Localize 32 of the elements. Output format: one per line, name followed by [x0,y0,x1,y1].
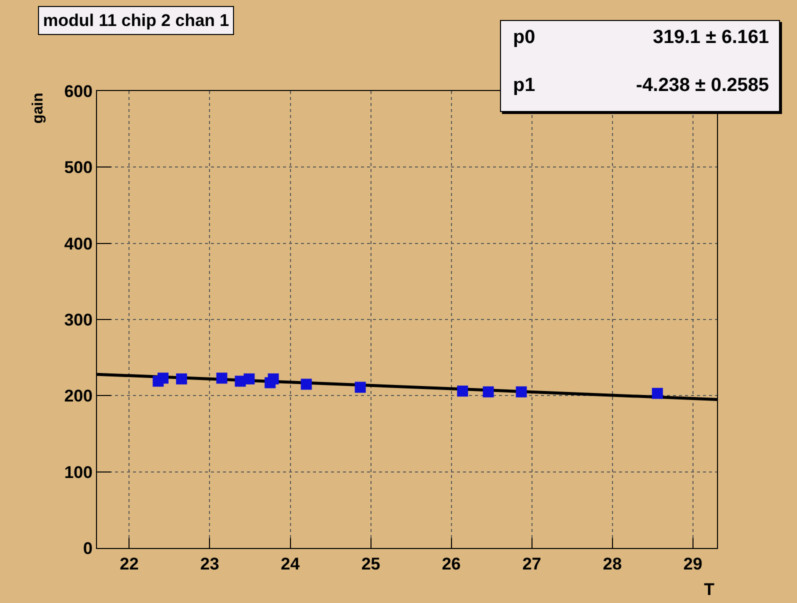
point [158,372,169,384]
point [354,382,366,393]
x-tick-label: 28 [602,554,622,574]
x-tick-label: 26 [442,554,461,574]
x-tick-label: 25 [361,554,380,574]
y-tick-label: 600 [64,82,93,101]
x-tick-label: 27 [522,554,542,574]
stats-box: p0 319.1 ± 6.161 p1 -4.238 ± 0.2585 [500,20,780,112]
point [482,386,494,398]
x-tick-label: 29 [683,554,702,574]
y-tick-label: 500 [64,158,93,178]
x-tick-label: 22 [120,554,139,574]
y-tick-label: 200 [64,386,93,406]
chart-title: modul 11 chip 2 chan 1 [43,11,230,30]
point [268,373,279,384]
y-tick-label: 300 [64,310,93,330]
x-tick-label: 24 [280,554,300,574]
point [176,373,188,384]
point [300,378,312,390]
point [516,386,527,398]
point [216,372,228,384]
y-tick-label: 100 [64,462,93,482]
annotation: p1 [513,75,536,97]
y-axis-title: gain [30,92,47,124]
point [457,386,468,397]
annotation: -4.238 ± 0.2585 [635,75,769,97]
point [244,373,255,384]
y-tick-label: 0 [83,538,93,558]
x-tick-label: 23 [200,554,220,574]
y-tick-label: 400 [64,234,93,254]
point [652,388,663,399]
x-axis-title: T [704,580,715,599]
